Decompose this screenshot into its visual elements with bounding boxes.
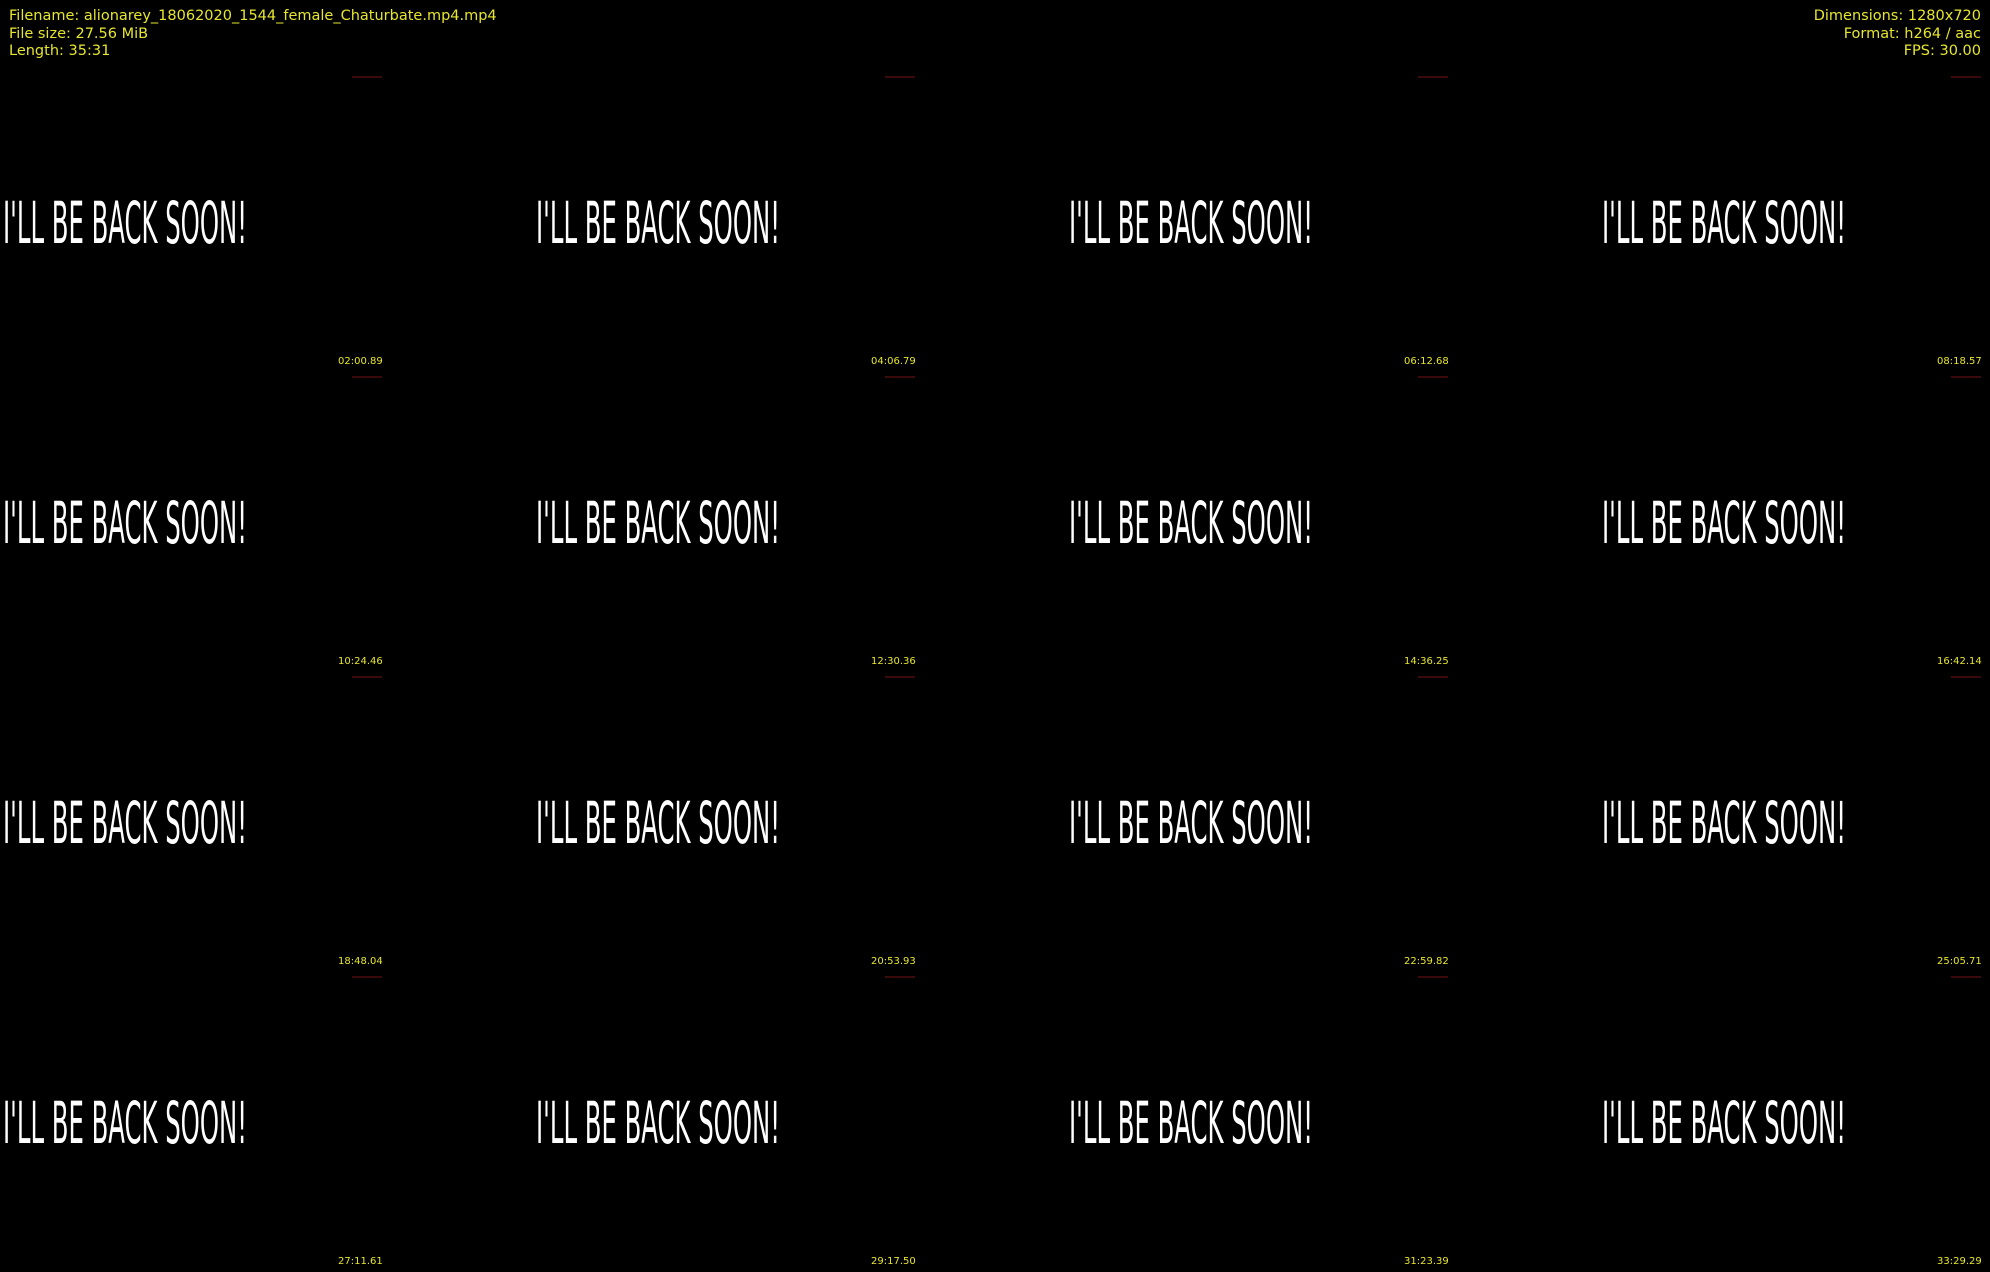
thumbnail: I'LL BE BACK SOON! 20:53.93 (533, 672, 924, 972)
timestamp: 25:05.71 (1937, 956, 1982, 967)
thumbnail: I'LL BE BACK SOON! 06:12.68 (1066, 72, 1457, 372)
thumbnail: I'LL BE BACK SOON! 31:23.39 (1066, 972, 1457, 1272)
frame-text: I'LL BE BACK SOON! (1069, 196, 1313, 248)
frame-text-graphic: I'LL BE BACK SOON! (1602, 1096, 1846, 1148)
frame-text-graphic: I'LL BE BACK SOON! (536, 496, 780, 548)
frame-text: I'LL BE BACK SOON! (3, 196, 247, 248)
timestamp: 14:36.25 (1404, 656, 1449, 667)
watermark (1418, 76, 1448, 78)
frame-text-graphic: I'LL BE BACK SOON! (3, 796, 247, 848)
watermark (352, 376, 382, 378)
timestamp: 20:53.93 (871, 956, 916, 967)
format: Format: h264 / aac (1843, 25, 1981, 42)
watermark (1951, 676, 1981, 678)
watermark (352, 976, 382, 978)
frame-text: I'LL BE BACK SOON! (3, 796, 247, 848)
timestamp: 18:48.04 (338, 956, 383, 967)
frame-text: I'LL BE BACK SOON! (1602, 196, 1846, 248)
frame-text: I'LL BE BACK SOON! (536, 496, 780, 548)
timestamp: 33:29.29 (1937, 1256, 1982, 1267)
fps: FPS: 30.00 (1903, 43, 1981, 59)
thumbnail: I'LL BE BACK SOON! 04:06.79 (533, 72, 924, 372)
timestamp: 22:59.82 (1404, 956, 1449, 967)
watermark (885, 976, 915, 978)
timestamp: 10:24.46 (338, 656, 383, 667)
frame-text-graphic: I'LL BE BACK SOON! (536, 796, 780, 848)
timestamp: 27:11.61 (338, 1256, 383, 1267)
thumbnail: I'LL BE BACK SOON! 10:24.46 (0, 372, 391, 672)
watermark (352, 76, 382, 78)
timestamp: 29:17.50 (871, 1256, 916, 1267)
frame-text: I'LL BE BACK SOON! (1069, 1096, 1313, 1148)
thumbnail: I'LL BE BACK SOON! 22:59.82 (1066, 672, 1457, 972)
frame-text-graphic: I'LL BE BACK SOON! (1602, 496, 1846, 548)
timestamp: 12:30.36 (871, 656, 916, 667)
dimensions: Dimensions: 1280x720 (1813, 8, 1981, 24)
frame-text: I'LL BE BACK SOON! (536, 1096, 780, 1148)
timestamp: 16:42.14 (1937, 656, 1982, 667)
frame-text-graphic: I'LL BE BACK SOON! (1602, 796, 1846, 848)
thumbnail: I'LL BE BACK SOON! 25:05.71 (1599, 672, 1990, 972)
timestamp: 02:00.89 (338, 356, 383, 367)
frame-text-graphic: I'LL BE BACK SOON! (3, 1096, 247, 1148)
frame-text-graphic: I'LL BE BACK SOON! (1069, 196, 1313, 248)
watermark (1951, 76, 1981, 78)
thumbnail: I'LL BE BACK SOON! 02:00.89 (0, 72, 391, 372)
frame-text-graphic: I'LL BE BACK SOON! (3, 496, 247, 548)
timestamp: 31:23.39 (1404, 1256, 1449, 1267)
watermark (1418, 976, 1448, 978)
thumbnail: I'LL BE BACK SOON! 33:29.29 (1599, 972, 1990, 1272)
thumbnail: I'LL BE BACK SOON! 16:42.14 (1599, 372, 1990, 672)
file-info: Filename: alionarey_18062020_1544_female… (9, 8, 497, 61)
frame-text: I'LL BE BACK SOON! (1069, 796, 1313, 848)
watermark (885, 376, 915, 378)
thumbnail: I'LL BE BACK SOON! 29:17.50 (533, 972, 924, 1272)
filename: Filename: alionarey_18062020_1544_female… (9, 8, 497, 24)
file-size: File size: 27.56 MiB (9, 25, 149, 42)
frame-text: I'LL BE BACK SOON! (536, 196, 780, 248)
frame-text: I'LL BE BACK SOON! (1602, 496, 1846, 548)
watermark (885, 676, 915, 678)
thumbnail: I'LL BE BACK SOON! 27:11.61 (0, 972, 391, 1272)
timestamp: 08:18.57 (1937, 356, 1982, 367)
frame-text-graphic: I'LL BE BACK SOON! (1069, 796, 1313, 848)
watermark (1418, 376, 1448, 378)
thumbnail: I'LL BE BACK SOON! 14:36.25 (1066, 372, 1457, 672)
video-info: Dimensions: 1280x720 Format: h264 / aac … (1814, 8, 1981, 61)
frame-text-graphic: I'LL BE BACK SOON! (1069, 1096, 1313, 1148)
frame-text: I'LL BE BACK SOON! (536, 796, 780, 848)
watermark (1951, 376, 1981, 378)
frame-text-graphic: I'LL BE BACK SOON! (3, 196, 247, 248)
video-length: Length: 35:31 (9, 43, 111, 59)
frame-text-graphic: I'LL BE BACK SOON! (536, 196, 780, 248)
frame-text-graphic: I'LL BE BACK SOON! (1602, 196, 1846, 248)
frame-text-graphic: I'LL BE BACK SOON! (1069, 496, 1313, 548)
frame-text-graphic: I'LL BE BACK SOON! (536, 1096, 780, 1148)
thumbnail: I'LL BE BACK SOON! 08:18.57 (1599, 72, 1990, 372)
watermark (1951, 976, 1981, 978)
thumbnail: I'LL BE BACK SOON! 18:48.04 (0, 672, 391, 972)
thumbnail-grid: I'LL BE BACK SOON! 02:00.89 I'LL BE BACK S… (0, 72, 1990, 1272)
frame-text: I'LL BE BACK SOON! (3, 496, 247, 548)
frame-text: I'LL BE BACK SOON! (3, 1096, 247, 1148)
watermark (352, 676, 382, 678)
timestamp: 04:06.79 (871, 356, 916, 367)
frame-text: I'LL BE BACK SOON! (1069, 496, 1313, 548)
timestamp: 06:12.68 (1404, 356, 1449, 367)
frame-text: I'LL BE BACK SOON! (1602, 796, 1846, 848)
watermark (1418, 676, 1448, 678)
frame-text: I'LL BE BACK SOON! (1602, 1096, 1846, 1148)
thumbnail: I'LL BE BACK SOON! 12:30.36 (533, 372, 924, 672)
watermark (885, 76, 915, 78)
